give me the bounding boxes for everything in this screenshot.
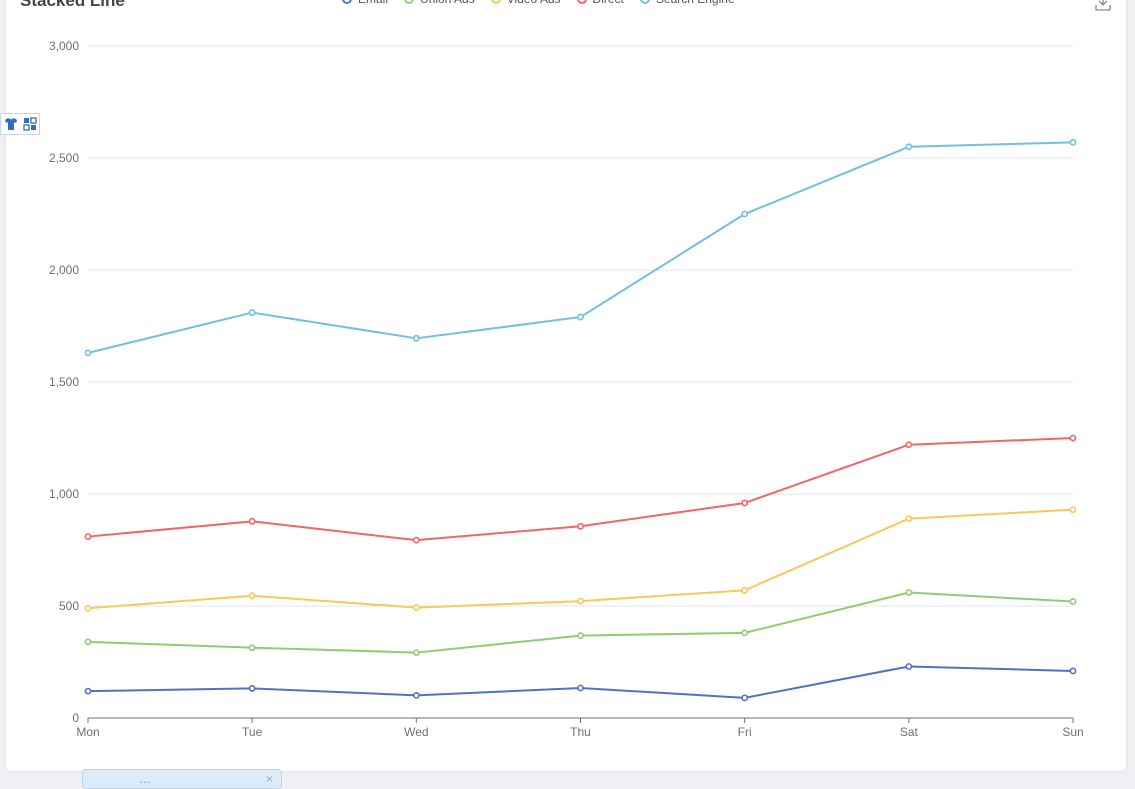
y-tick-label: 2,000: [49, 263, 79, 277]
legend-swatch: [639, 0, 650, 4]
legend-label: Email: [358, 0, 388, 6]
data-point-union-ads[interactable]: [741, 629, 749, 637]
data-point-search-engine[interactable]: [84, 349, 92, 357]
data-point-union-ads[interactable]: [248, 644, 256, 652]
data-point-email[interactable]: [248, 685, 256, 692]
data-point-video-ads[interactable]: [741, 586, 749, 594]
data-point-video-ads[interactable]: [248, 592, 256, 600]
data-point-direct[interactable]: [1069, 434, 1077, 442]
data-point-union-ads[interactable]: [905, 589, 913, 596]
data-point-search-engine[interactable]: [905, 143, 913, 151]
legend-label: Search Engine: [656, 0, 735, 6]
data-point-search-engine[interactable]: [741, 210, 749, 218]
legend-item-email[interactable]: Email: [342, 0, 388, 7]
download-icon[interactable]: [1095, 0, 1111, 12]
x-tick-label: Sun: [1062, 725, 1083, 739]
close-icon[interactable]: ×: [265, 772, 273, 786]
legend-label: Direct: [593, 0, 624, 6]
chart-title: Stacked Line: [20, 0, 125, 10]
data-point-video-ads[interactable]: [577, 597, 584, 605]
data-point-search-engine[interactable]: [412, 334, 420, 342]
data-point-video-ads[interactable]: [84, 604, 92, 612]
legend-swatch: [490, 0, 501, 4]
series-line-email[interactable]: [87, 665, 1074, 699]
data-point-email[interactable]: [1069, 667, 1077, 675]
data-point-video-ads[interactable]: [905, 515, 913, 523]
data-point-video-ads[interactable]: [1069, 506, 1077, 514]
data-point-direct[interactable]: [741, 499, 749, 507]
x-tick-label: Mon: [76, 725, 99, 739]
data-point-direct[interactable]: [412, 536, 420, 544]
x-tick-label: Tue: [242, 725, 263, 739]
data-point-direct[interactable]: [84, 533, 92, 540]
legend: Email Union Ads Video Ads Direct Search Engi…: [342, 0, 735, 7]
data-point-email[interactable]: [905, 663, 913, 670]
data-point-email[interactable]: [84, 687, 92, 695]
toolbox: [0, 113, 40, 135]
data-point-video-ads[interactable]: [412, 604, 420, 611]
data-point-search-engine[interactable]: [1069, 138, 1077, 146]
legend-swatch: [342, 0, 352, 4]
y-tick-label: 1,500: [49, 375, 79, 389]
data-point-direct[interactable]: [577, 522, 584, 530]
data-point-union-ads[interactable]: [412, 649, 420, 656]
x-tick-label: Wed: [404, 725, 428, 739]
legend-swatch: [576, 0, 587, 4]
y-tick-label: 2,500: [49, 151, 79, 165]
series-line-search-engine[interactable]: [87, 141, 1074, 354]
x-tick-label: Sat: [900, 725, 919, 739]
x-tick-label: Fri: [738, 725, 752, 739]
data-point-search-engine[interactable]: [577, 313, 584, 321]
bottom-tab[interactable]: … ×: [82, 769, 282, 789]
data-point-union-ads[interactable]: [84, 638, 92, 646]
data-point-union-ads[interactable]: [1069, 598, 1077, 605]
y-tick-label: 500: [59, 599, 79, 613]
layout-icon[interactable]: [22, 117, 37, 131]
data-point-search-engine[interactable]: [248, 309, 256, 316]
chart-card: [6, 0, 1126, 771]
legend-item-direct[interactable]: Direct: [576, 0, 624, 7]
data-point-direct[interactable]: [905, 441, 913, 449]
legend-label: Video Ads: [507, 0, 561, 6]
bottom-tab-label: …: [139, 772, 151, 786]
y-tick-label: 3,000: [49, 39, 79, 53]
y-tick-label: 0: [72, 711, 79, 725]
legend-item-search-engine[interactable]: Search Engine: [639, 0, 735, 7]
data-point-union-ads[interactable]: [577, 632, 584, 639]
data-point-email[interactable]: [412, 691, 420, 699]
y-tick-label: 1,000: [49, 487, 79, 501]
data-point-direct[interactable]: [248, 517, 256, 525]
tshirt-icon[interactable]: [4, 117, 18, 131]
data-point-email[interactable]: [577, 684, 584, 692]
legend-label: Union Ads: [420, 0, 475, 6]
legend-item-union-ads[interactable]: Union Ads: [404, 0, 475, 7]
data-point-email[interactable]: [741, 694, 749, 702]
x-tick-label: Thu: [570, 725, 591, 739]
legend-item-video-ads[interactable]: Video Ads: [490, 0, 561, 7]
